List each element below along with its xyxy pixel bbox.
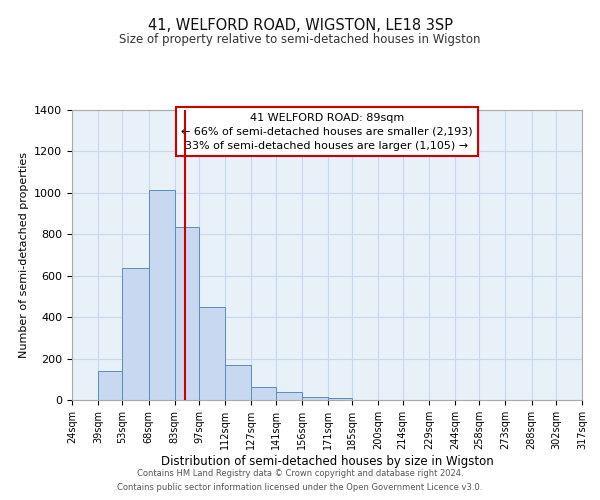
Bar xyxy=(302,397,328,400)
Text: Size of property relative to semi-detached houses in Wigston: Size of property relative to semi-detach… xyxy=(119,32,481,46)
Bar xyxy=(122,268,149,400)
Bar xyxy=(251,386,275,400)
Text: 41 WELFORD ROAD: 89sqm
← 66% of semi-detached houses are smaller (2,193)
33% of : 41 WELFORD ROAD: 89sqm ← 66% of semi-det… xyxy=(181,113,473,151)
Y-axis label: Number of semi-detached properties: Number of semi-detached properties xyxy=(19,152,29,358)
Bar xyxy=(98,371,122,400)
Bar xyxy=(149,190,175,400)
Bar xyxy=(225,365,251,400)
Text: Contains public sector information licensed under the Open Government Licence v3: Contains public sector information licen… xyxy=(118,484,482,492)
X-axis label: Distribution of semi-detached houses by size in Wigston: Distribution of semi-detached houses by … xyxy=(161,454,493,468)
Bar xyxy=(328,398,352,400)
Bar xyxy=(275,392,302,400)
Bar xyxy=(175,227,199,400)
Text: 41, WELFORD ROAD, WIGSTON, LE18 3SP: 41, WELFORD ROAD, WIGSTON, LE18 3SP xyxy=(148,18,452,32)
Bar xyxy=(199,307,225,400)
Text: Contains HM Land Registry data © Crown copyright and database right 2024.: Contains HM Land Registry data © Crown c… xyxy=(137,468,463,477)
